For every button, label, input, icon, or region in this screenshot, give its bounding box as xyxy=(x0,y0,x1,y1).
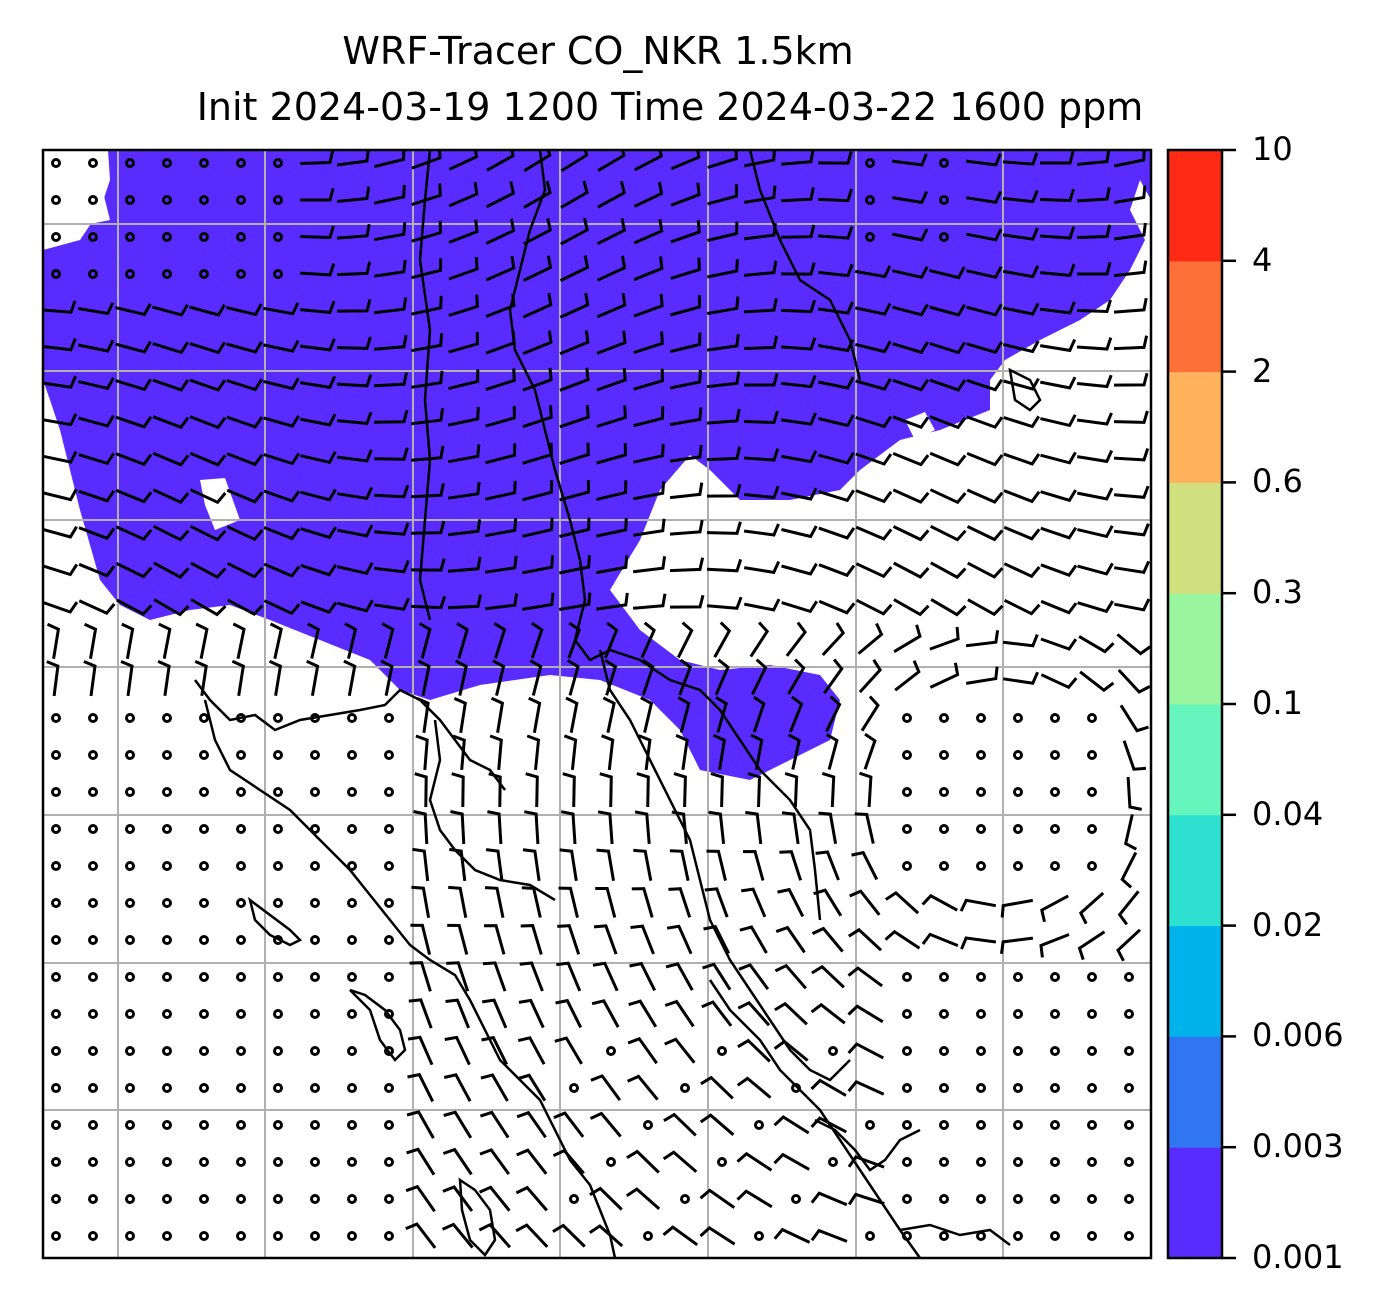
colorbar-tick-label: 0.001 xyxy=(1252,1238,1344,1276)
colorbar-segment xyxy=(1168,1036,1222,1148)
coastlines xyxy=(194,150,1042,1258)
colorbar xyxy=(1168,150,1222,1259)
colorbar-tick-label: 10 xyxy=(1252,130,1293,168)
colorbar-tick-label: 0.003 xyxy=(1252,1127,1344,1166)
colorbar-tick-label: 0.6 xyxy=(1252,462,1303,501)
colorbar-tick-label: 0.3 xyxy=(1252,573,1303,612)
colorbar-segment xyxy=(1168,593,1222,705)
co-tracer-plume xyxy=(43,150,1151,780)
colorbar-segment xyxy=(1168,482,1222,594)
colorbar-segment xyxy=(1168,925,1222,1037)
wind-barbs xyxy=(43,150,1151,1249)
map-title-line2: Init 2024-03-19 1200 Time 2024-03-22 160… xyxy=(196,85,1144,129)
map-frame xyxy=(41,148,1153,1260)
colorbar-tick-label: 4 xyxy=(1252,240,1273,279)
colorbar-tick-label: 0.006 xyxy=(1252,1016,1344,1055)
colorbar-segment xyxy=(1168,371,1222,483)
colorbar-segment xyxy=(1168,814,1222,927)
colorbar-segment xyxy=(1168,704,1222,816)
map-title-line1: WRF-Tracer CO_NKR 1.5km xyxy=(342,29,854,73)
colorbar-tick-label: 0.02 xyxy=(1252,905,1324,944)
colorbar-segment xyxy=(1168,150,1222,262)
colorbar-tick-label: 0.1 xyxy=(1252,684,1303,722)
colorbar-segment xyxy=(1168,1147,1222,1259)
colorbar-tick-label: 0.04 xyxy=(1252,794,1324,833)
colorbar-tick-label: 2 xyxy=(1252,351,1273,390)
graticule xyxy=(43,150,1151,1258)
colorbar-segment xyxy=(1168,260,1222,373)
colorbar-ticks xyxy=(1222,148,1236,1260)
